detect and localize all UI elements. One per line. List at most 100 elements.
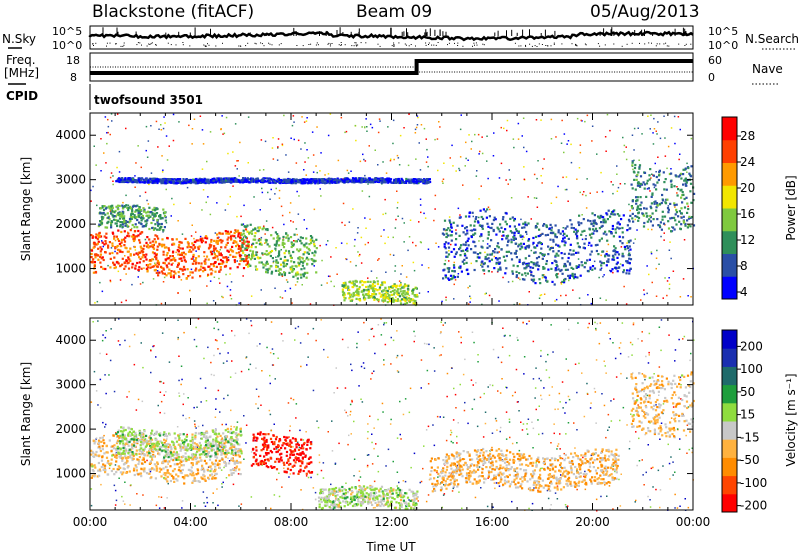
scatter-cell xyxy=(225,257,229,260)
scatter-cell xyxy=(243,240,247,243)
scatter-cell xyxy=(149,241,152,244)
scatter-cell xyxy=(499,268,502,271)
scatter-cell xyxy=(247,243,250,246)
scatter-cell xyxy=(555,243,558,246)
station-title: Blackstone (fitACF) xyxy=(92,2,254,22)
noise-traces xyxy=(88,27,694,47)
scatter-cell xyxy=(620,246,623,248)
scatter-cell xyxy=(274,247,277,250)
scatter-cell xyxy=(586,382,588,385)
scatter-cell xyxy=(453,270,456,273)
scatter-cell xyxy=(623,151,625,153)
scatter-cell xyxy=(539,282,542,285)
scatter-cell xyxy=(370,328,372,330)
scatter-cell xyxy=(475,175,478,177)
scatter-cell xyxy=(605,253,608,256)
scatter-cell xyxy=(661,210,664,213)
scatter-cell xyxy=(647,115,649,117)
scatter-cell xyxy=(667,208,670,211)
scatter-cell xyxy=(479,150,481,153)
scatter-cell xyxy=(135,215,138,219)
scatter-cell xyxy=(533,173,536,176)
scatter-cell xyxy=(158,215,161,218)
scatter-cell xyxy=(487,231,490,234)
scatter-cell xyxy=(389,159,392,162)
scatter-cell xyxy=(687,217,691,220)
scatter-cell xyxy=(215,241,218,244)
scatter-cell xyxy=(600,221,603,224)
scatter-cell xyxy=(652,174,655,177)
scatter-cell xyxy=(97,240,100,243)
scatter-cell xyxy=(492,219,495,222)
scatter-cell xyxy=(655,257,658,259)
scatter-cell xyxy=(568,276,571,279)
scatter-cell xyxy=(158,128,160,130)
scatter-cell xyxy=(392,284,395,288)
scatter-cell xyxy=(357,227,359,229)
scatter-cell xyxy=(301,236,304,240)
scatter-cell xyxy=(268,245,271,248)
scatter-cell xyxy=(146,199,148,202)
scatter-cell xyxy=(420,124,423,126)
scatter-cell xyxy=(119,265,122,268)
scatter-cell xyxy=(99,261,102,264)
scatter-cell xyxy=(229,253,232,257)
noise-search-dot xyxy=(222,42,223,44)
scatter-cell xyxy=(473,220,477,223)
scatter-cell xyxy=(587,244,590,246)
scatter-cell xyxy=(395,296,397,298)
scatter-cell xyxy=(161,245,164,248)
scatter-cell xyxy=(633,166,637,170)
scatter-cell xyxy=(140,267,143,270)
scatter-cell xyxy=(116,213,119,216)
scatter-cell xyxy=(238,180,241,183)
scatter-cell xyxy=(445,299,447,301)
scatter-cell xyxy=(465,241,468,244)
scatter-cell xyxy=(266,180,270,183)
scatter-cell xyxy=(242,177,245,180)
scatter-cell xyxy=(103,205,106,208)
scatter-cell xyxy=(470,235,473,239)
scatter-cell xyxy=(293,138,295,141)
scatter-cell xyxy=(555,268,558,271)
scatter-cell xyxy=(687,224,690,227)
scatter-cell xyxy=(278,189,281,192)
scatter-cell xyxy=(463,262,466,265)
scatter-cell xyxy=(469,301,471,303)
scatter-cell xyxy=(193,179,196,182)
scatter-cell xyxy=(173,203,175,206)
scatter-cell xyxy=(114,239,117,242)
scatter-cell xyxy=(227,180,230,183)
scatter-cell xyxy=(202,143,205,145)
scatter-cell xyxy=(353,294,356,297)
scatter-cell xyxy=(195,267,198,270)
scatter-cell xyxy=(543,275,546,278)
scatter-cell xyxy=(651,281,653,284)
scatter-cell xyxy=(96,238,99,241)
scatter-cell xyxy=(142,254,146,257)
scatter-cell xyxy=(565,401,567,404)
scatter-cell xyxy=(265,260,269,263)
scatter-cell xyxy=(109,279,112,282)
scatter-cell xyxy=(629,214,632,217)
scatter-cell xyxy=(616,165,618,167)
scatter-cell xyxy=(348,288,351,292)
scatter-cell xyxy=(549,238,552,241)
scatter-cell xyxy=(377,259,379,261)
scatter-cell xyxy=(469,224,472,227)
scatter-cell xyxy=(384,178,387,181)
scatter-cell xyxy=(279,182,282,185)
scatter-cell xyxy=(101,256,104,259)
scatter-cell xyxy=(226,238,229,241)
scatter-cell xyxy=(504,272,507,275)
scatter-cell xyxy=(210,272,213,275)
scatter-cell xyxy=(280,273,284,276)
scatter-cell xyxy=(99,207,102,210)
scatter-cell xyxy=(671,216,674,220)
scatter-cell xyxy=(270,234,273,237)
scatter-cell xyxy=(546,233,550,236)
scatter-cell xyxy=(168,249,171,252)
scatter-cell xyxy=(511,231,514,234)
scatter-cell xyxy=(298,258,301,261)
scatter-cell xyxy=(561,119,563,122)
